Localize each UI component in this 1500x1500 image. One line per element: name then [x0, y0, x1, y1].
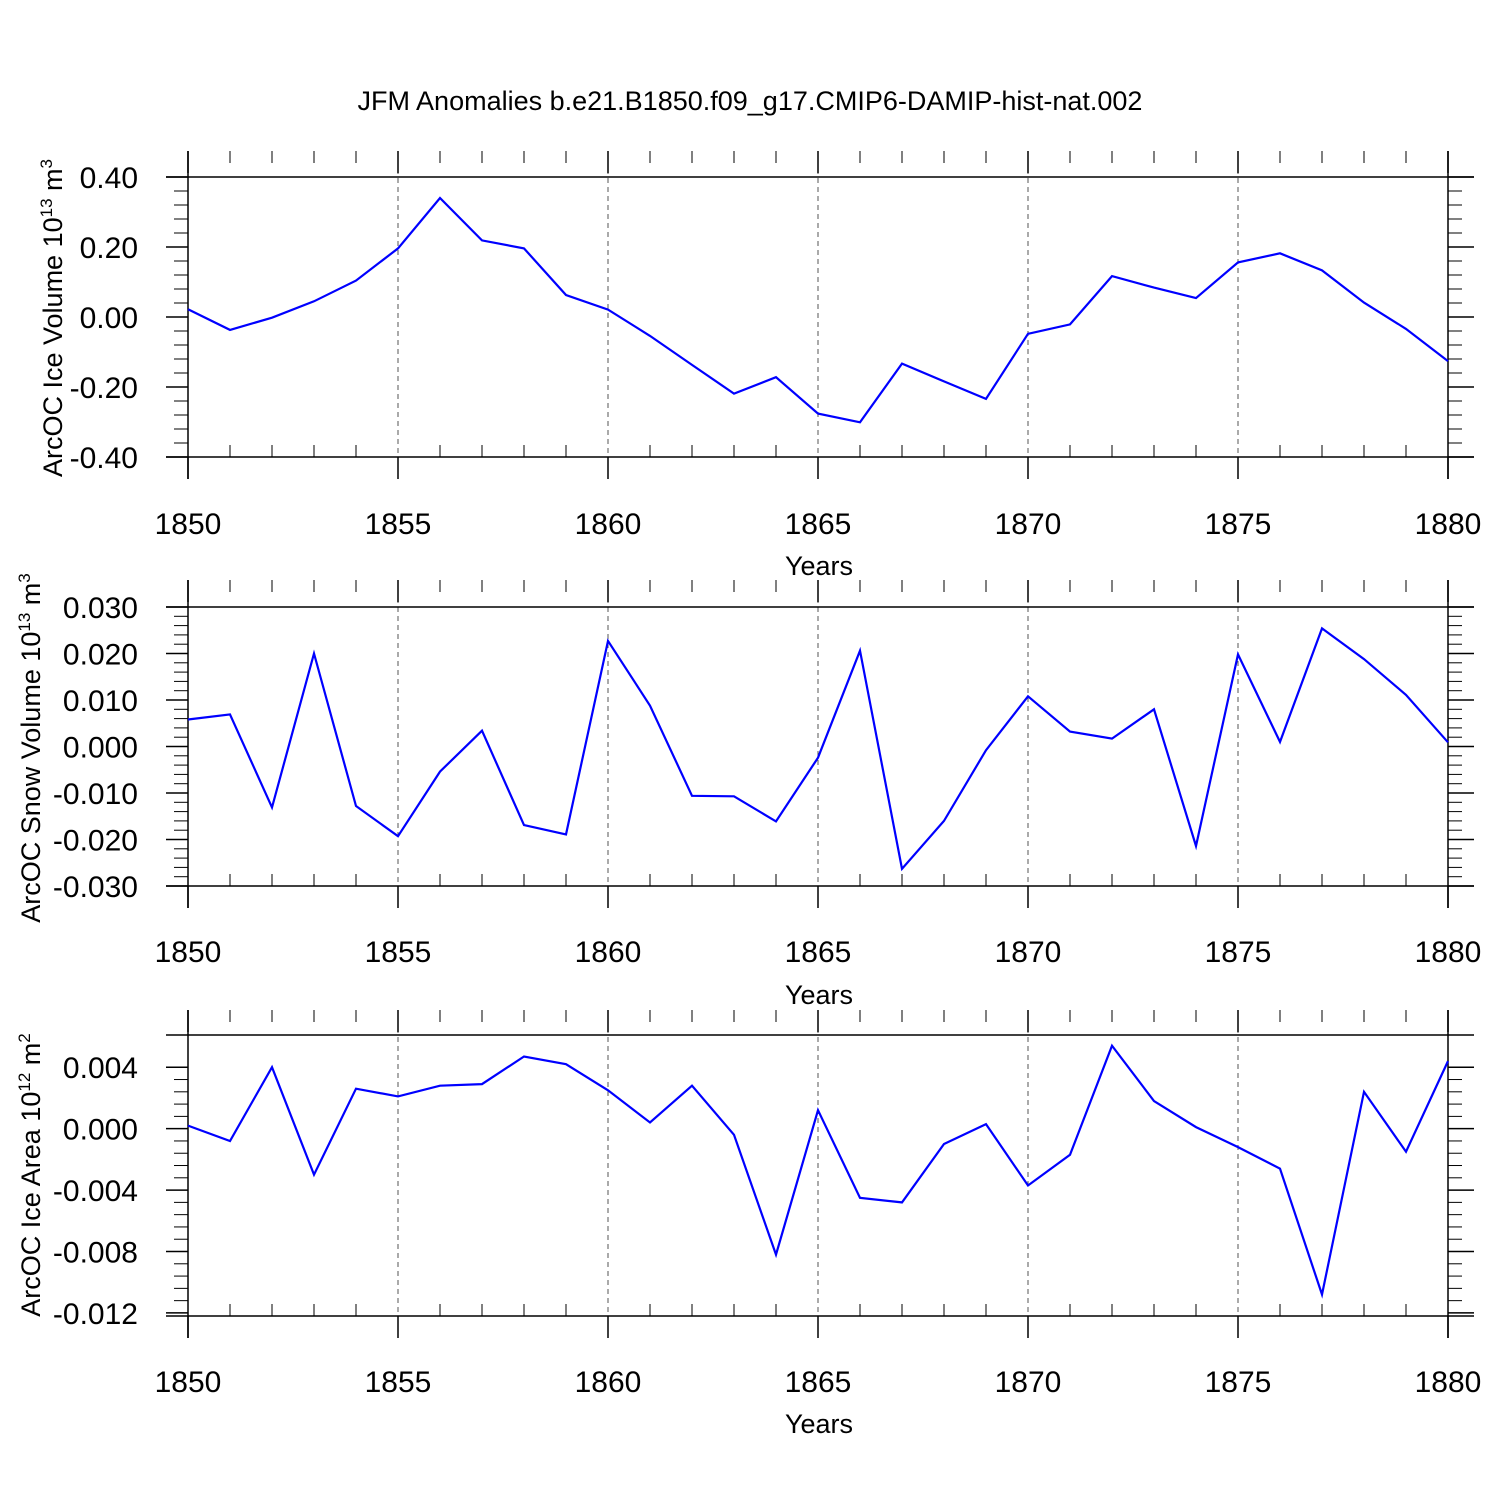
y-tick-label: 0.030 — [63, 592, 138, 625]
x-tick-label: 1860 — [575, 936, 642, 969]
figure-title: JFM Anomalies b.e21.B1850.f09_g17.CMIP6-… — [358, 86, 1143, 116]
y-axis-label: ArcOC Snow Volume 1013 m3 — [15, 573, 46, 923]
x-tick-label: 1860 — [575, 508, 642, 541]
y-tick-label: -0.40 — [70, 442, 138, 475]
series-line — [187, 626, 1449, 872]
x-tick-label: 1850 — [155, 936, 222, 969]
x-tick-label: 1880 — [1415, 1366, 1482, 1399]
y-tick-label: -0.020 — [53, 825, 138, 858]
y-tick-label: -0.20 — [70, 372, 138, 405]
y-tick-label: 0.004 — [63, 1052, 138, 1085]
y-tick-label: -0.004 — [53, 1175, 138, 1208]
x-tick-label: 1865 — [785, 936, 852, 969]
x-axis-label: Years — [785, 1409, 853, 1439]
x-tick-label: 1865 — [785, 508, 852, 541]
panels: 1850 1855 1860 1865 1870 1875 1880 0.40 0.20 0.00… — [15, 151, 1481, 1439]
y-axis-label: ArcOC Ice Volume 1013 m3 — [37, 159, 68, 477]
x-axis-label: Years — [785, 551, 853, 581]
y-tick-label: 0.010 — [63, 685, 138, 718]
y-tick-label: 0.000 — [63, 732, 138, 765]
series-line — [187, 1043, 1449, 1299]
y-tick-label: -0.012 — [53, 1298, 138, 1331]
x-tick-label: 1870 — [995, 508, 1062, 541]
y-tick-label: 0.00 — [80, 302, 138, 335]
chart-panel-1: 1850 1855 1860 1865 1870 1875 1880 0.40 0.20 0.00… — [37, 151, 1481, 581]
x-tick-label: 1870 — [995, 936, 1062, 969]
x-tick-label: 1860 — [575, 1366, 642, 1399]
chart-panel-3: 1850 1855 1860 1865 1870 1875 1880 0.004 0.000 -0… — [15, 1010, 1481, 1439]
y-tick-label: 0.020 — [63, 639, 138, 672]
series-line — [187, 196, 1449, 424]
x-tick-label: 1880 — [1415, 936, 1482, 969]
x-axis-label: Years — [785, 980, 853, 1010]
x-tick-label: 1870 — [995, 1366, 1062, 1399]
x-tick-label: 1855 — [365, 936, 432, 969]
x-tick-label: 1850 — [155, 508, 222, 541]
y-axis-label: ArcOC Ice Area 1012 m2 — [15, 1033, 46, 1317]
y-tick-label: 0.000 — [63, 1114, 138, 1147]
chart-panel-2: 1850 1855 1860 1865 1870 1875 1880 0.030 0.020 0.… — [15, 573, 1481, 1010]
y-tick-label: -0.030 — [53, 871, 138, 904]
x-tick-label: 1855 — [365, 508, 432, 541]
x-tick-label: 1850 — [155, 1366, 222, 1399]
y-tick-label: 0.20 — [80, 232, 138, 265]
x-tick-label: 1875 — [1205, 1366, 1272, 1399]
x-tick-label: 1855 — [365, 1366, 432, 1399]
y-tick-label: 0.40 — [80, 162, 138, 195]
x-tick-label: 1880 — [1415, 508, 1482, 541]
x-tick-label: 1875 — [1205, 936, 1272, 969]
y-tick-label: -0.010 — [53, 778, 138, 811]
x-tick-label: 1865 — [785, 1366, 852, 1399]
y-tick-label: -0.008 — [53, 1237, 138, 1270]
x-tick-label: 1875 — [1205, 508, 1272, 541]
